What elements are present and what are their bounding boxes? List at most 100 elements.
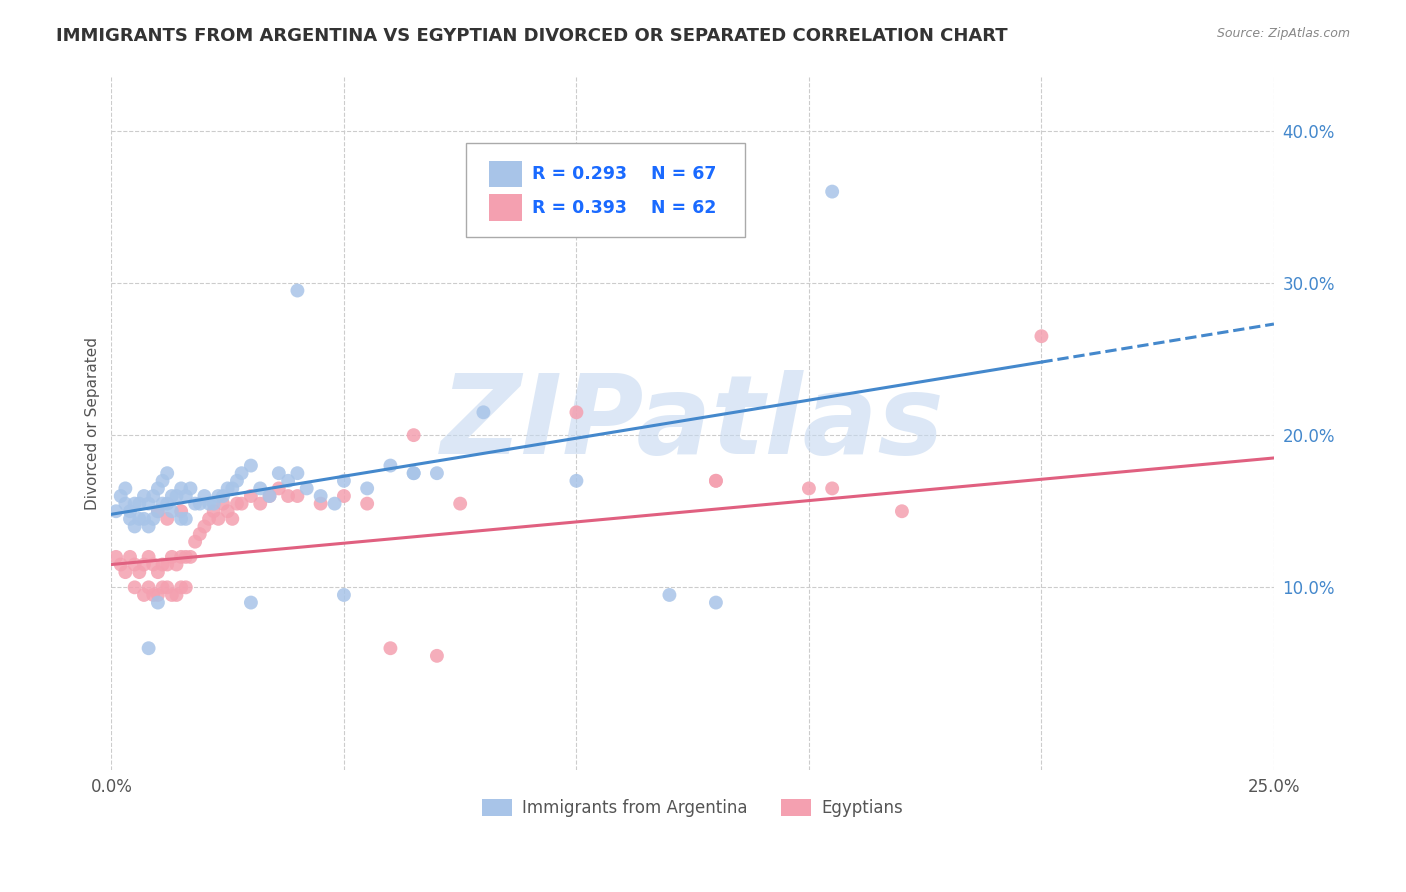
Point	[118, 512, 141, 526]
Point	[160, 549, 183, 564]
Point	[249, 482, 271, 496]
Point	[333, 489, 356, 503]
Point	[221, 512, 243, 526]
Point	[142, 558, 165, 572]
Point	[174, 489, 197, 503]
Point	[166, 489, 188, 503]
Point	[152, 558, 174, 572]
Point	[356, 482, 378, 496]
Point	[309, 497, 332, 511]
Point	[193, 489, 215, 503]
Point	[114, 482, 136, 496]
Point	[138, 580, 160, 594]
Point	[231, 466, 253, 480]
Text: R = 0.393    N = 62: R = 0.393 N = 62	[533, 199, 717, 217]
Point	[287, 489, 309, 503]
Point	[132, 489, 155, 503]
Point	[821, 185, 844, 199]
Point	[128, 565, 150, 579]
Point	[797, 482, 820, 496]
Point	[356, 497, 378, 511]
Point	[565, 405, 588, 419]
Point	[267, 466, 290, 480]
Point	[198, 512, 221, 526]
Point	[174, 580, 197, 594]
Text: R = 0.293    N = 67: R = 0.293 N = 67	[533, 165, 717, 183]
Point	[380, 458, 402, 473]
Point	[202, 497, 225, 511]
Point	[333, 588, 356, 602]
Point	[426, 648, 449, 663]
Point	[138, 641, 160, 656]
Point	[166, 558, 188, 572]
Point	[287, 284, 309, 298]
Point	[170, 482, 193, 496]
Point	[259, 489, 281, 503]
Point	[124, 558, 146, 572]
Point	[449, 497, 471, 511]
Point	[114, 497, 136, 511]
Point	[231, 497, 253, 511]
Text: ZIPatlas: ZIPatlas	[441, 370, 945, 477]
Point	[152, 474, 174, 488]
Point	[114, 565, 136, 579]
Point	[124, 580, 146, 594]
Point	[105, 504, 128, 518]
Point	[309, 489, 332, 503]
Point	[821, 482, 844, 496]
Point	[156, 497, 179, 511]
FancyBboxPatch shape	[465, 144, 745, 236]
Point	[193, 519, 215, 533]
Point	[146, 504, 169, 518]
Point	[160, 504, 183, 518]
Point	[277, 489, 299, 503]
Point	[166, 588, 188, 602]
Point	[217, 482, 239, 496]
Point	[110, 558, 132, 572]
FancyBboxPatch shape	[489, 161, 522, 186]
Point	[212, 489, 235, 503]
Point	[146, 588, 169, 602]
Point	[132, 512, 155, 526]
Point	[1031, 329, 1053, 343]
Point	[179, 482, 201, 496]
Point	[138, 549, 160, 564]
Point	[170, 580, 193, 594]
Point	[323, 497, 346, 511]
Point	[118, 504, 141, 518]
Point	[184, 534, 207, 549]
Point	[704, 474, 727, 488]
Point	[110, 489, 132, 503]
Point	[156, 466, 179, 480]
Point	[188, 497, 211, 511]
Point	[402, 466, 425, 480]
Point	[541, 185, 564, 199]
Point	[333, 474, 356, 488]
Point	[212, 497, 235, 511]
Point	[259, 489, 281, 503]
Point	[124, 519, 146, 533]
Point	[170, 504, 193, 518]
Point	[146, 565, 169, 579]
Point	[402, 428, 425, 442]
Point	[132, 588, 155, 602]
Point	[472, 405, 495, 419]
Point	[658, 588, 681, 602]
Point	[160, 588, 183, 602]
Y-axis label: Divorced or Separated: Divorced or Separated	[86, 337, 100, 510]
Point	[152, 580, 174, 594]
Point	[160, 489, 183, 503]
Point	[142, 489, 165, 503]
Text: Source: ZipAtlas.com: Source: ZipAtlas.com	[1216, 27, 1350, 40]
Point	[184, 497, 207, 511]
Point	[156, 512, 179, 526]
Point	[198, 497, 221, 511]
Point	[170, 512, 193, 526]
Point	[217, 504, 239, 518]
Point	[152, 497, 174, 511]
Point	[426, 466, 449, 480]
Point	[128, 512, 150, 526]
Point	[277, 474, 299, 488]
Point	[118, 549, 141, 564]
Point	[267, 482, 290, 496]
